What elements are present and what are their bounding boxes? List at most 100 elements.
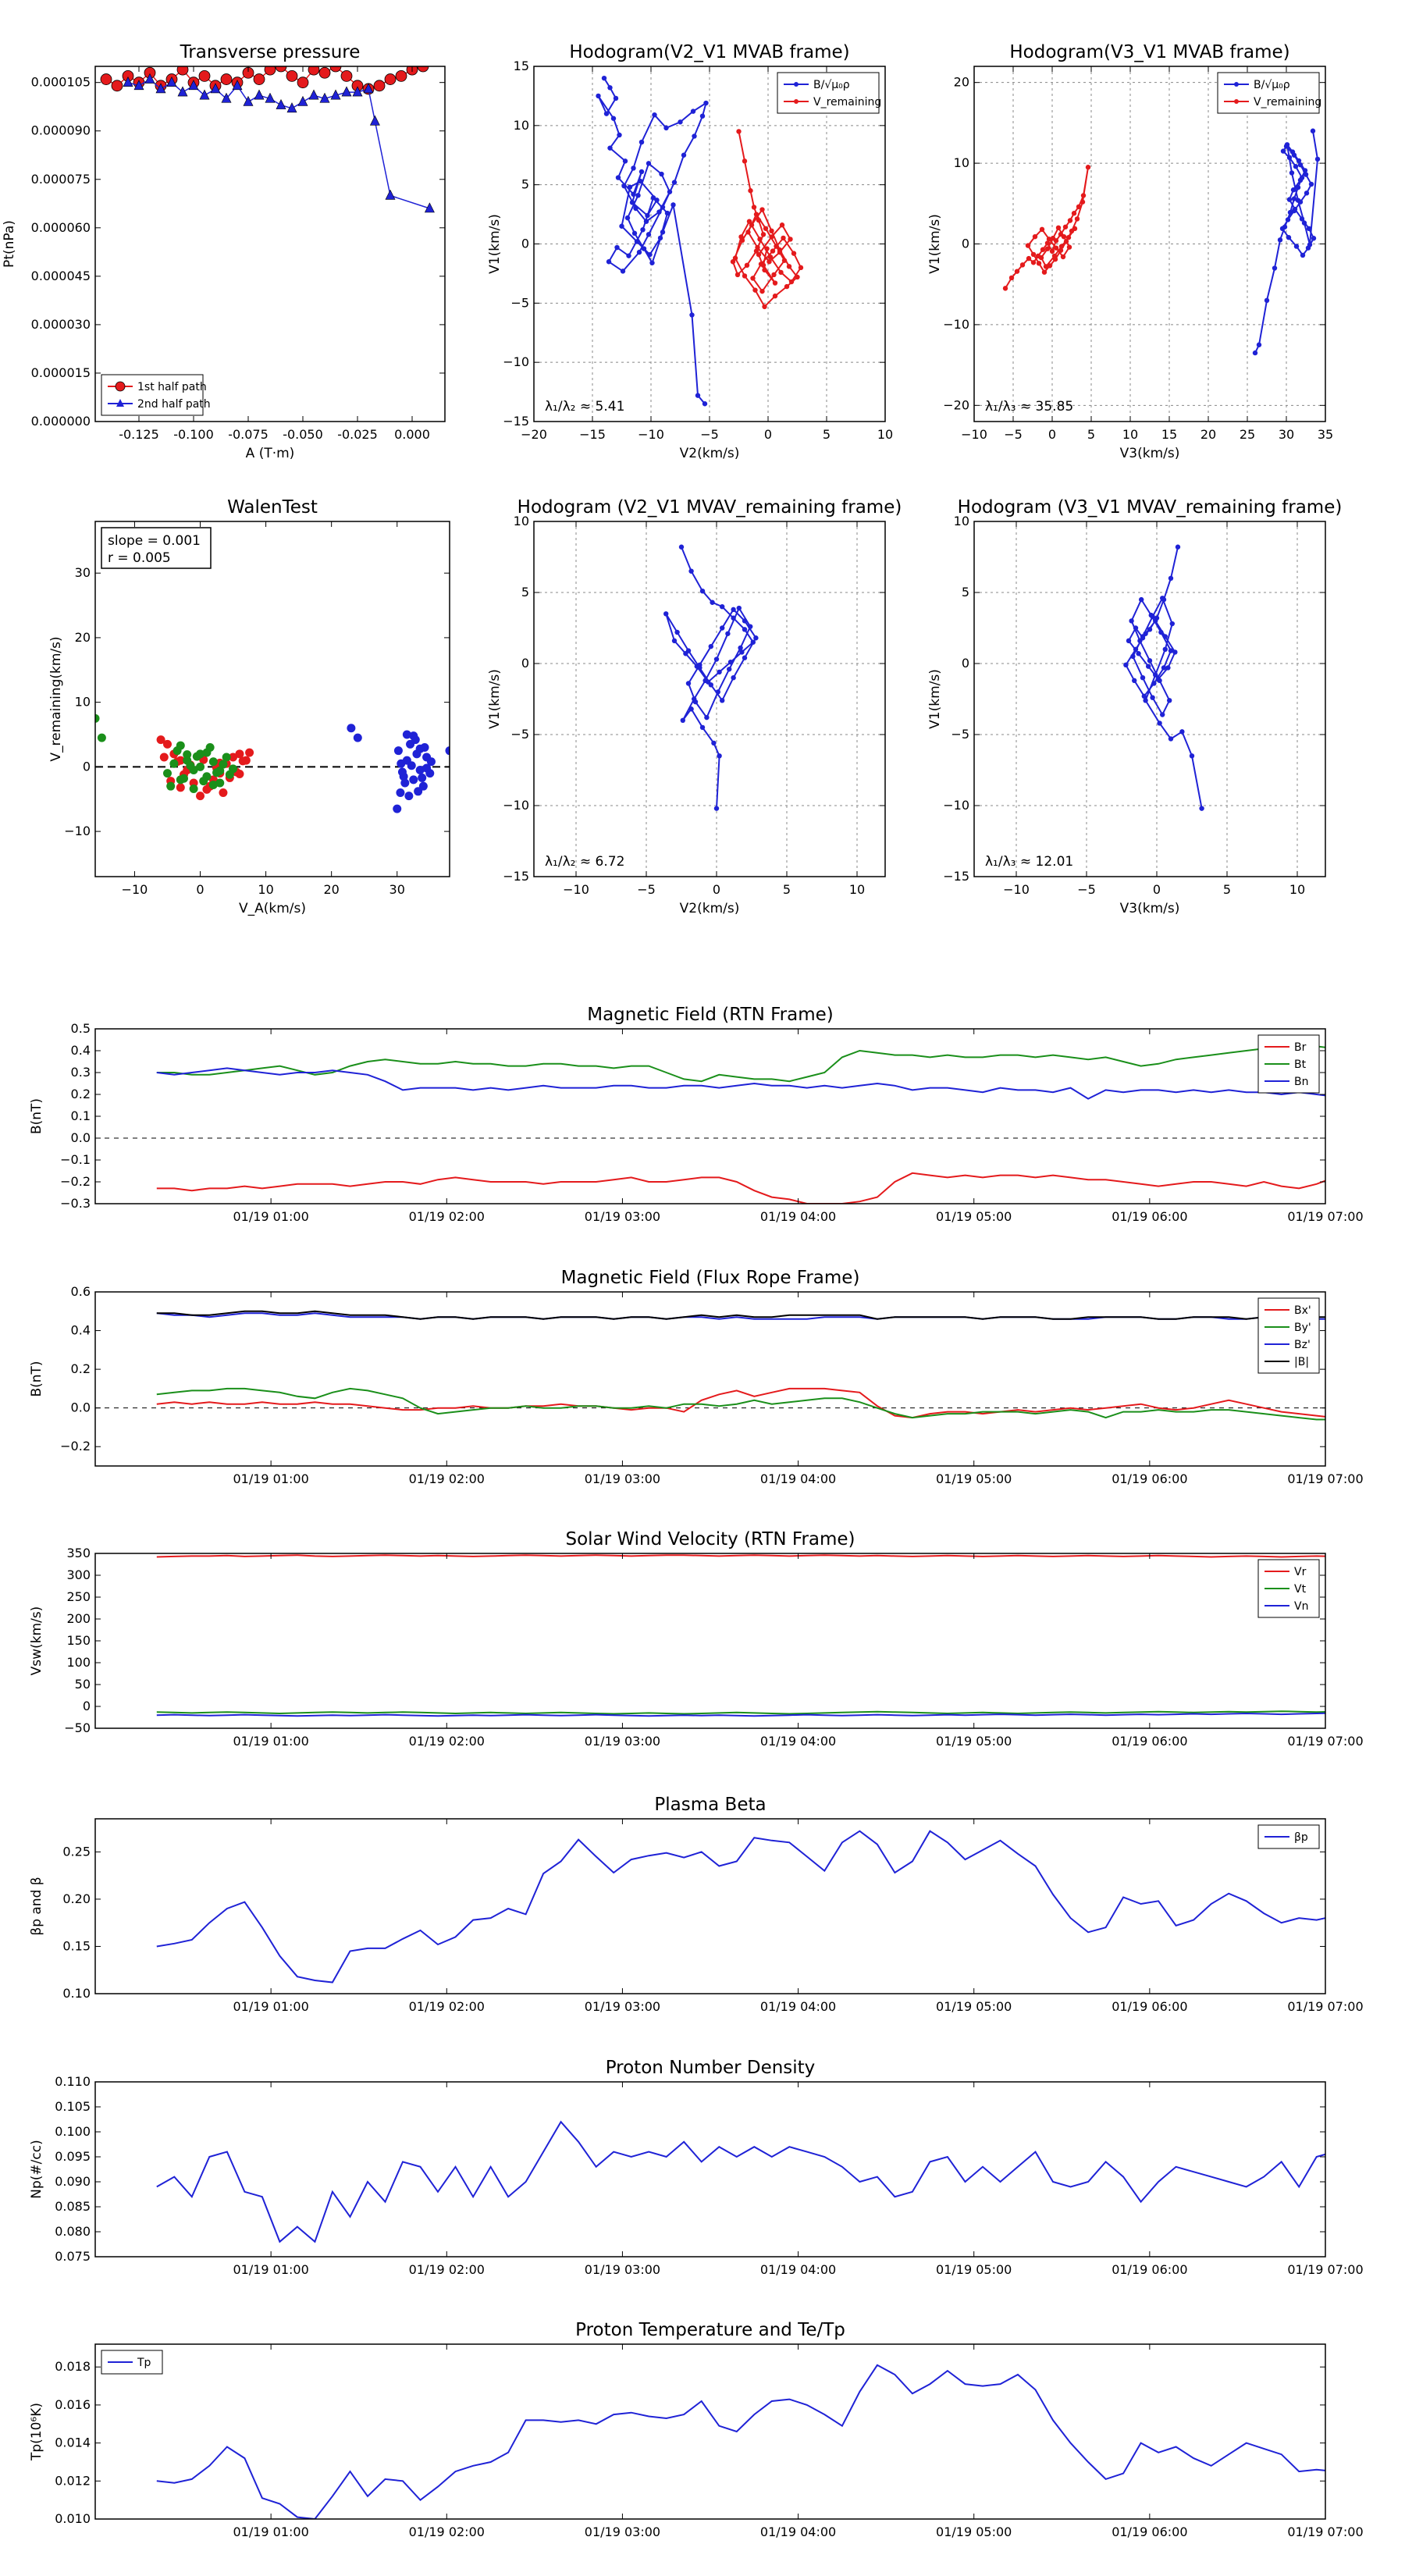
x-tick-label: 01/19 06:00 (1112, 1471, 1187, 1486)
data-point (417, 66, 429, 73)
data-point (643, 219, 649, 224)
data-point (1019, 262, 1026, 268)
data-point (1032, 233, 1038, 240)
legend-label: 1st half path (137, 381, 207, 393)
y-axis-label: V1(km/s) (487, 669, 503, 729)
data-point (418, 773, 427, 782)
data-point (757, 237, 763, 242)
data-point (620, 269, 626, 274)
x-tick-label: 01/19 03:00 (585, 1471, 660, 1486)
data-point (659, 171, 664, 177)
data-point (155, 83, 166, 94)
y-tick-label: 0.4 (71, 1323, 91, 1338)
x-tick-label: 01/19 07:00 (1287, 1999, 1363, 2014)
x-tick-label: 01/19 05:00 (936, 2262, 1012, 2277)
data-point (245, 748, 254, 757)
legend-marker (794, 99, 799, 104)
plot-area (156, 1045, 1325, 1204)
plot-frame (973, 521, 1326, 877)
y-axis-label: V_remaining(km/s) (48, 636, 64, 761)
y-tick-label: 100 (66, 1655, 91, 1670)
data-point (736, 129, 742, 134)
x-tick-label: 10 (1122, 427, 1138, 442)
x-tick-label: 01/19 02:00 (409, 2262, 485, 2277)
y-tick-label: −5 (510, 295, 529, 310)
data-point (640, 227, 646, 233)
data-point (1153, 672, 1158, 678)
data-point (1147, 658, 1153, 664)
data-point (254, 89, 265, 100)
y-tick-label: 0 (962, 656, 969, 671)
x-tick-label: 01/19 05:00 (936, 1209, 1012, 1224)
legend-label: Bt (1294, 1059, 1307, 1071)
legend-label: Vn (1294, 1600, 1308, 1613)
x-tick-label: 01/19 07:00 (1287, 2262, 1363, 2277)
data-point (402, 730, 411, 739)
data-point (626, 253, 631, 258)
data-point (397, 759, 406, 768)
data-point (678, 119, 683, 125)
data-point (752, 287, 758, 293)
data-point (426, 757, 436, 767)
x-tick-label: 0 (196, 882, 204, 897)
x-tick-label: 01/19 07:00 (1287, 1209, 1363, 1224)
data-point (1140, 675, 1146, 681)
data-point (619, 223, 624, 229)
data-point (1179, 729, 1185, 735)
chart-tp: -0.125 -0.100 -0.075 -0.050 -0.025 0.000 0.000… (2, 42, 446, 461)
data-point (407, 761, 416, 770)
data-point (162, 739, 172, 749)
data-point (769, 228, 774, 234)
data-point (596, 93, 601, 99)
y-tick-label: 0.000060 (31, 220, 91, 235)
data-point (652, 112, 657, 118)
y-tick-label: 0.000090 (31, 123, 91, 138)
data-point (1049, 248, 1055, 254)
fit-stats-box (101, 527, 212, 569)
x-tick-label: 0.000 (394, 427, 430, 442)
data-point (1272, 265, 1278, 271)
data-point (702, 678, 708, 684)
data-point (1008, 275, 1015, 281)
y-axis-label: Np(#/cc) (29, 2140, 44, 2198)
data-point (176, 66, 189, 76)
data-point (1286, 197, 1293, 202)
data-point (695, 393, 701, 398)
data-point (1293, 164, 1299, 169)
chart-h1: −20 −15 −10 −5 0 5 10−15−10−5051015Hodogram(V2… (487, 42, 893, 461)
data-point (649, 260, 655, 265)
x-tick-label: 01/19 04:00 (760, 1734, 836, 1749)
legend: Vr Vt Vn (1257, 1559, 1320, 1618)
y-tick-label: 5 (962, 585, 969, 600)
data-point (744, 262, 750, 268)
data-point (731, 615, 736, 621)
data-point (1062, 224, 1069, 229)
y-tick-label: 15 (514, 59, 529, 73)
y-tick-label: 0 (83, 1699, 91, 1713)
data-point (1030, 260, 1037, 265)
data-point (601, 75, 607, 81)
x-tick-label: 01/19 07:00 (1287, 1471, 1363, 1486)
y-tick-label: 0.000045 (31, 269, 91, 283)
legend-marker (1234, 82, 1239, 87)
y-tick-label: −20 (943, 397, 969, 412)
data-point (235, 769, 244, 778)
data-point (708, 682, 713, 688)
data-point (1058, 247, 1064, 253)
x-axis-label: A (T·m) (246, 446, 295, 461)
series-line-Br (156, 1172, 1325, 1204)
chart-np: 01/19 01:00 01/19 02:00 01/19 03:00 01/19 0… (29, 2058, 1364, 2277)
plot-frame (94, 521, 450, 877)
data-point (667, 189, 673, 194)
y-axis-label: B(nT) (29, 1098, 44, 1134)
data-point (760, 262, 767, 268)
data-point (624, 215, 631, 221)
data-point (1256, 342, 1262, 347)
data-point (1162, 634, 1168, 639)
data-point (1296, 158, 1302, 164)
y-tick-label: 350 (66, 1546, 91, 1560)
y-tick-label: 10 (954, 514, 969, 528)
data-point (631, 230, 638, 237)
x-tick-label: 01/19 05:00 (936, 1734, 1012, 1749)
data-point (1300, 252, 1306, 258)
